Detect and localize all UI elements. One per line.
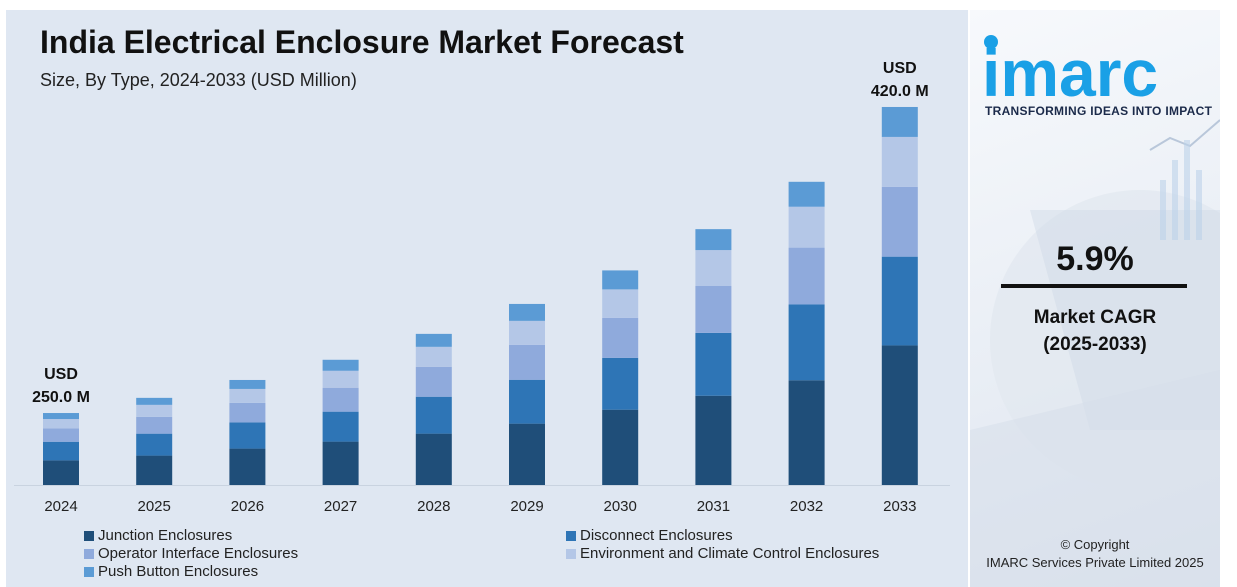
x-tick-label-2030: 2030 [604,498,637,515]
bar-segment-2029-4 [509,320,545,345]
bar-segment-2031-4 [695,250,732,286]
bar-segment-2026-4 [229,388,266,403]
x-tick-label-2031: 2031 [697,498,730,515]
bar-segment-2029-2 [509,379,545,424]
bar-segment-2025-5 [136,397,173,405]
bar-segment-2033-2 [881,256,918,346]
bar-segment-2030-3 [602,317,639,358]
bar-segment-2027-4 [322,370,359,388]
chart-subtitle: Size, By Type, 2024-2033 (USD Million) [40,70,357,90]
background-graphic [970,119,1220,587]
bar-segment-2026-5 [229,379,266,389]
bar-segment-2024-1 [43,460,79,485]
legend-swatch [84,566,94,577]
bar-segment-2033-4 [881,136,918,187]
bar-segment-2029-3 [509,344,545,380]
bar-segment-2032-4 [788,206,825,248]
chart-title: India Electrical Enclosure Market Foreca… [40,24,684,60]
bar-segment-2029-5 [509,303,545,321]
x-tick-label-2027: 2027 [324,498,357,515]
bar-segment-2033-3 [881,186,918,257]
bar-segment-2030-2 [602,357,639,410]
legend-swatch [84,530,94,541]
x-tick-label-2028: 2028 [417,498,450,515]
bar-segment-2031-1 [695,395,732,485]
bar-segment-2032-5 [788,181,825,207]
legend-swatch [566,530,576,541]
x-tick-label-2026: 2026 [231,498,264,515]
data-label-2024-line1: USD [44,366,78,383]
bar-segment-2028-3 [415,366,452,397]
cagr-label-line1: Market CAGR [1033,307,1157,328]
chart-panel: India Electrical Enclosure Market Foreca… [6,10,968,587]
x-tick-label-2024: 2024 [44,498,77,515]
bar-segment-2026-2 [229,422,266,449]
bar-segment-2029-1 [509,423,545,485]
legend-item-disconnect: Disconnect Enclosures [566,527,733,544]
imarc-logo: imarc [982,35,1158,104]
bar-segment-2025-4 [136,404,173,417]
bar-segment-2032-3 [788,247,825,305]
legend-label: Junction Enclosures [98,527,233,544]
bar-segment-2026-1 [229,448,266,485]
bar-segment-2031-5 [695,229,732,251]
bar-segment-2028-2 [415,396,452,434]
copyright-line2: IMARC Services Private Limited 2025 [986,555,1204,570]
cagr-label: Market CAGR (2025-2033) [970,304,1220,358]
legend-item-push-button: Push Button Enclosures [84,563,258,580]
bar-segment-2028-4 [415,346,452,367]
bar-segment-2026-3 [229,402,266,423]
bar-segment-2033-1 [881,345,918,485]
bar-segment-2030-4 [602,289,639,318]
bar-segment-2024-5 [43,413,79,420]
legend-swatch [566,548,576,559]
bar-segment-2031-3 [695,285,732,333]
bar-segment-2032-1 [788,380,825,485]
legend-label: Disconnect Enclosures [580,527,733,544]
x-tick-label-2032: 2032 [790,498,823,515]
bar-segment-2025-1 [136,455,173,485]
bar-segment-2027-2 [322,411,359,442]
bar-segment-2025-2 [136,433,173,456]
bar-segment-2031-2 [695,332,732,396]
bar-segment-2025-3 [136,416,173,434]
legend-item-environment-climate: Environment and Climate Control Enclosur… [566,545,879,562]
bar-segment-2032-2 [788,304,825,381]
data-label-2033-line1: USD [883,60,917,77]
copyright: © Copyright IMARC Services Private Limit… [970,536,1220,572]
legend-item-junction: Junction Enclosures [84,527,232,544]
bar-segment-2027-1 [322,441,359,485]
bar-segment-2024-4 [43,419,79,429]
bar-segment-2024-2 [43,441,79,461]
tagline: TRANSFORMING IDEAS INTO IMPACT [985,104,1213,118]
legend-label: Push Button Enclosures [98,563,259,580]
data-label-2033-line2: 420.0 M [871,83,929,100]
legend-label: Operator Interface Enclosures [98,545,299,562]
bar-segment-2030-1 [602,409,639,485]
bar-segment-2028-5 [415,333,452,347]
bar-segment-2028-1 [415,433,452,485]
bar-segment-2024-3 [43,428,79,442]
bar-chart: 2024 2025 2026 2027 2028 2029 2030 2031 2032 2033… [14,60,950,515]
x-tick-label-2033: 2033 [883,498,916,515]
logo-wordmark: imarc [982,36,1158,104]
legend-item-operator-interface: Operator Interface Enclosures [84,545,298,562]
cagr-value: 5.9% [1056,240,1134,278]
x-tick-label-2029: 2029 [510,498,543,515]
legend-swatch [84,548,94,559]
bar-segment-2033-5 [881,106,918,137]
copyright-line1: © Copyright [1060,537,1130,552]
bar-segment-2027-5 [322,359,359,371]
data-label-2024-line2: 250.0 M [32,389,90,406]
side-panel: imarc TRANSFORMING IDEAS INTO IMPACT 5.9… [970,10,1220,587]
bar-segment-2027-3 [322,387,359,412]
x-tick-label-2025: 2025 [138,498,171,515]
cagr-divider [1001,284,1187,288]
cagr-label-line2: (2025-2033) [1043,334,1147,355]
bar-segment-2030-5 [602,270,639,290]
legend-label: Environment and Climate Control Enclosur… [580,545,880,562]
